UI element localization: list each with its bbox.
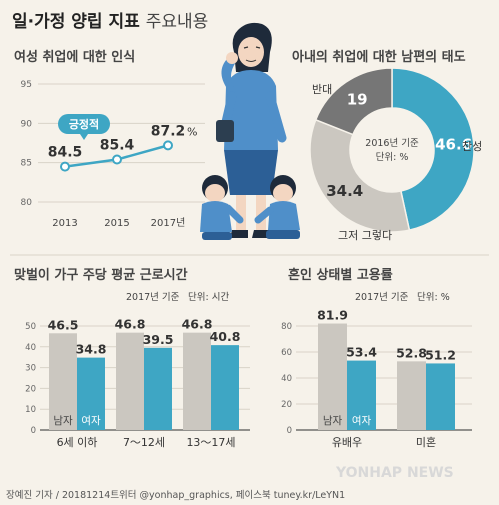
bar xyxy=(77,357,105,430)
data-point xyxy=(163,140,173,151)
pie-chart-title: 아내의 취업에 대한 남편의 태도 xyxy=(292,50,466,65)
slice-label: 찬성 xyxy=(462,139,482,153)
slice-value: 34.4 xyxy=(326,182,363,200)
line-chart: 95 90 85 80 84.5 2013 85.4 2015 87.2 2017년% 긍정적 xyxy=(21,80,205,229)
line-chart-title: 여성 취업에 대한 인식 xyxy=(14,50,136,65)
pie-unit: 단위: % xyxy=(376,151,409,163)
pie-slice xyxy=(309,118,411,233)
bar-value-label: 81.9 xyxy=(317,308,348,323)
bar xyxy=(183,332,211,430)
bar xyxy=(347,360,376,430)
bar-value-label: 46.8 xyxy=(115,317,146,332)
y-tick-label: 95 xyxy=(21,80,32,90)
series-badge-pointer xyxy=(80,134,88,140)
slice-value: 46.6 xyxy=(435,135,472,153)
chart-note: 2017년 기준 xyxy=(126,292,180,303)
x-tick-label: 2015 xyxy=(104,218,129,229)
series-name-label: 여자 xyxy=(352,415,372,427)
category-label: 13～17세 xyxy=(186,436,235,449)
y-tick-label: 30 xyxy=(25,364,36,374)
y-tick-label: 80 xyxy=(281,322,292,332)
hours-bar-chart: 2017년 기준 단위: 시간 50 40 30 20 10 0 46.5 남자 34.8 여자 6세 … xyxy=(25,291,250,449)
bar-value-label: 46.5 xyxy=(48,317,79,332)
bar-value-label: 52.8 xyxy=(396,345,427,360)
x-tick-label: 2017년 xyxy=(151,217,186,229)
category-label: 6세 이하 xyxy=(57,435,98,449)
y-tick-label: 40 xyxy=(25,343,36,353)
y-tick-label: 90 xyxy=(21,119,33,129)
x-tick-label: 2013 xyxy=(52,218,77,229)
pie-note: 2016년 기준 xyxy=(365,138,419,149)
y-tick-label: 80 xyxy=(21,198,33,208)
chart-note: 2017년 기준 xyxy=(355,292,409,303)
y-tick-label: 85 xyxy=(21,159,32,169)
pie-slice xyxy=(391,67,475,232)
bar xyxy=(116,332,144,430)
hours-chart-title: 맞벌이 가구 주당 평균 근로시간 xyxy=(14,268,188,283)
bar-value-label: 39.5 xyxy=(143,332,174,347)
y-tick-label: 0 xyxy=(31,426,36,436)
value-suffix: % xyxy=(187,125,197,138)
data-label: 87.2 xyxy=(151,123,186,139)
bar xyxy=(144,347,172,430)
slice-label: 그저 그렇다 xyxy=(338,229,392,242)
y-tick-label: 20 xyxy=(25,384,36,394)
y-tick-label: 60 xyxy=(281,348,292,358)
bar xyxy=(426,363,455,430)
employment-chart-title: 혼인 상태별 고용률 xyxy=(288,268,393,283)
bar xyxy=(49,333,77,430)
footer-credit: 장예진 기자 / 20181214트위터 @yonhap_graphics, 페… xyxy=(6,490,346,501)
bar xyxy=(318,323,347,430)
slice-label: 반대 xyxy=(312,83,332,96)
page-title: 일·가정 양립 지표 주요내용 xyxy=(12,12,209,32)
bar-value-label: 51.2 xyxy=(425,347,456,362)
y-tick-label: 50 xyxy=(25,322,36,332)
bar xyxy=(397,361,426,430)
series-name-label: 남자 xyxy=(53,415,73,427)
family-illustration xyxy=(200,22,300,240)
category-label: 유배우 xyxy=(332,436,362,449)
pie-slice xyxy=(314,67,393,136)
data-label: 85.4 xyxy=(100,138,135,154)
category-label: 7～12세 xyxy=(123,436,165,449)
data-point xyxy=(112,154,122,165)
series-name-label: 남자 xyxy=(323,415,343,427)
bar xyxy=(211,345,239,430)
bar-value-label: 34.8 xyxy=(76,342,107,357)
series-name-label: 여자 xyxy=(81,415,101,427)
slice-value: 19 xyxy=(347,91,368,109)
bar-value-label: 46.8 xyxy=(182,317,213,332)
bar-value-label: 40.8 xyxy=(210,329,241,344)
y-tick-label: 20 xyxy=(281,400,292,410)
data-label: 84.5 xyxy=(48,145,83,161)
data-point xyxy=(60,161,70,172)
chart-unit: 단위: 시간 xyxy=(188,291,229,303)
chart-unit: 단위: % xyxy=(417,291,450,303)
y-tick-label: 0 xyxy=(287,426,292,436)
y-tick-label: 40 xyxy=(281,374,292,384)
bar-value-label: 53.4 xyxy=(346,345,377,360)
category-label: 미혼 xyxy=(416,436,436,449)
series-name: 긍정적 xyxy=(69,117,99,131)
series-badge xyxy=(58,114,110,134)
y-tick-label: 10 xyxy=(25,405,36,415)
brand-watermark: YONHAP NEWS xyxy=(336,465,454,481)
